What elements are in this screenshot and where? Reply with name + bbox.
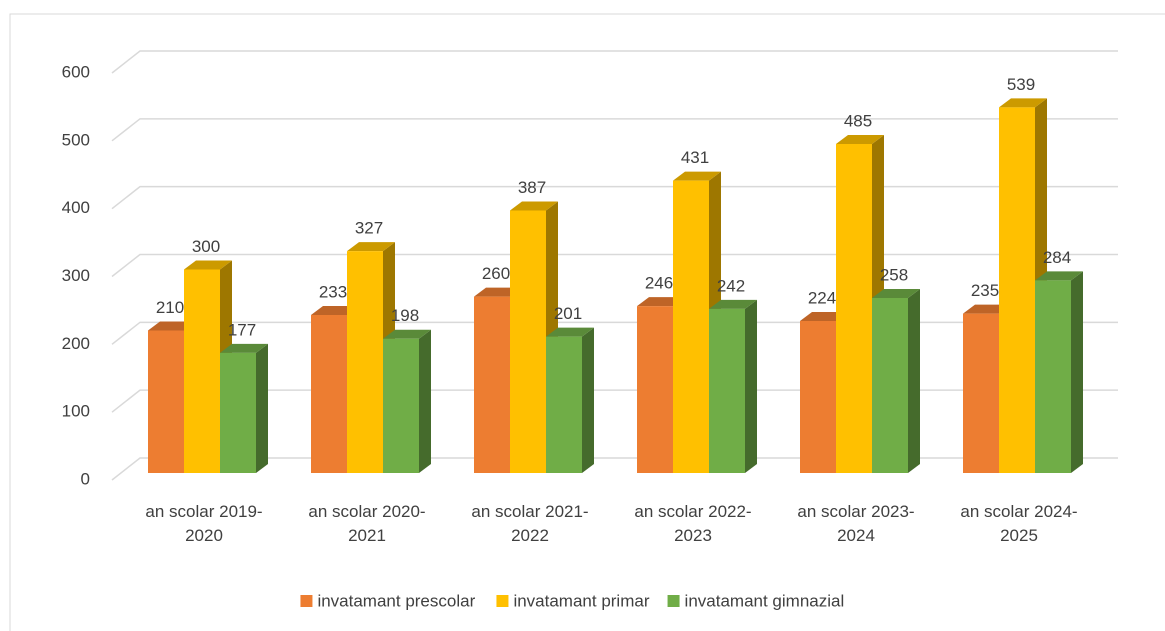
data-label: 258 <box>880 265 908 284</box>
bar-top <box>347 242 395 252</box>
bar <box>1035 271 1083 473</box>
data-label: 224 <box>808 289 836 308</box>
x-tick-label: an scolar 2023-2024 <box>797 502 915 545</box>
y-tick-label: 0 <box>81 469 90 488</box>
bar-top <box>1035 271 1083 281</box>
bar-front <box>383 338 419 473</box>
bar-front <box>800 321 836 473</box>
x-tick-label: an scolar 2020-2021 <box>308 502 426 545</box>
x-tick-label: an scolar 2021-2022 <box>471 502 589 545</box>
data-label: 300 <box>192 237 220 256</box>
bar-top <box>709 299 757 309</box>
data-label: 327 <box>355 219 383 238</box>
bar-top <box>510 201 558 211</box>
data-label: 201 <box>554 304 582 323</box>
bar <box>220 343 268 473</box>
legend-swatch <box>300 595 313 607</box>
x-tick-label: an scolar 2019-2020 <box>145 502 263 545</box>
bar <box>872 288 920 473</box>
bar-front <box>836 144 872 473</box>
legend-swatch <box>496 595 509 607</box>
grid-line <box>111 50 1118 74</box>
bar-front <box>709 308 745 473</box>
data-label: 242 <box>717 276 745 295</box>
data-label: 431 <box>681 148 709 167</box>
bar-top <box>220 343 268 353</box>
bar-top <box>546 327 594 337</box>
data-label: 233 <box>319 282 347 301</box>
bar-top <box>184 260 232 270</box>
bar-front <box>637 306 673 473</box>
legend-label: invatamant gimnazial <box>685 591 845 610</box>
bar-front <box>546 336 582 473</box>
bar-side <box>745 299 757 473</box>
bar <box>709 299 757 473</box>
bar-side <box>419 329 431 473</box>
bar-front <box>347 251 383 473</box>
y-tick-label: 500 <box>62 130 90 149</box>
bar-top <box>872 288 920 298</box>
bar-front <box>673 180 709 473</box>
bar-side <box>1071 271 1083 473</box>
bar-front <box>148 330 184 473</box>
y-tick-label: 200 <box>62 334 90 353</box>
bar-top <box>673 171 721 181</box>
bar <box>383 329 431 473</box>
legend-label: invatamant prescolar <box>317 591 475 610</box>
x-tick-label: an scolar 2022-2023 <box>634 502 752 545</box>
x-tick-label: an scolar 2024-2025 <box>960 502 1078 545</box>
legend-swatch <box>667 595 680 607</box>
bar-front <box>184 269 220 473</box>
y-tick-label: 600 <box>62 62 90 81</box>
y-tick-label: 100 <box>62 402 90 421</box>
bar-front <box>963 313 999 473</box>
bar-side <box>256 343 268 473</box>
y-tick-label: 400 <box>62 198 90 217</box>
grid-line <box>111 457 1118 481</box>
chart-border <box>9 13 1165 631</box>
data-label: 284 <box>1043 248 1071 267</box>
data-label: 177 <box>228 320 256 339</box>
bar-front <box>872 297 908 473</box>
data-label: 235 <box>971 281 999 300</box>
grid-line <box>111 389 1118 413</box>
bar-front <box>1035 280 1071 473</box>
grid-line <box>111 118 1118 142</box>
bar-top <box>383 329 431 339</box>
bar-top <box>999 98 1047 108</box>
data-label: 198 <box>391 306 419 325</box>
data-label: 539 <box>1007 75 1035 94</box>
bar <box>546 327 594 473</box>
data-label: 485 <box>844 111 872 130</box>
data-label: 387 <box>518 178 546 197</box>
y-tick-label: 300 <box>62 266 90 285</box>
grid-line <box>111 321 1118 345</box>
data-label: 260 <box>482 264 510 283</box>
bar-side <box>908 288 920 473</box>
data-label: 210 <box>156 298 184 317</box>
bar-front <box>311 314 347 473</box>
bar-front <box>474 296 510 473</box>
grid-line <box>111 253 1118 278</box>
bar-top <box>836 135 884 145</box>
legend-label: invatamant primar <box>513 591 649 610</box>
bar-front <box>510 210 546 474</box>
bar-front <box>999 107 1035 474</box>
bar-front <box>220 352 256 473</box>
grid-line <box>111 185 1118 210</box>
bar-side <box>582 327 594 473</box>
data-label: 246 <box>645 274 673 293</box>
